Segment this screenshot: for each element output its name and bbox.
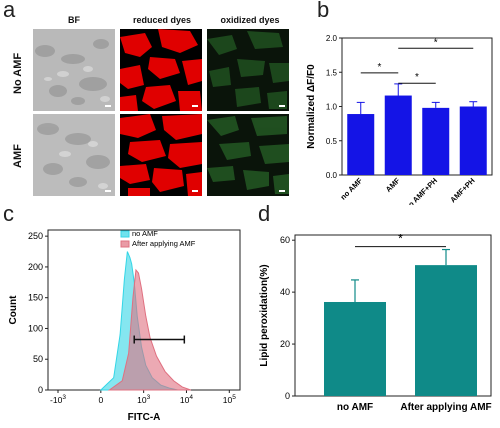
legend-label: no AMF bbox=[132, 229, 158, 238]
y-tick-label: 100 bbox=[28, 323, 43, 333]
legend-label: After applying AMF bbox=[132, 239, 196, 248]
x-tick-label: 105 bbox=[223, 394, 236, 405]
y-axis-label: Normalized ΔF/F0 bbox=[306, 64, 317, 149]
panel-a-label: a bbox=[3, 0, 16, 22]
image-reduced-no-amf bbox=[120, 29, 202, 111]
image-bf-amf bbox=[33, 114, 115, 196]
image-bf-no-amf bbox=[33, 29, 115, 111]
significance-star: * bbox=[398, 232, 403, 246]
x-tick-label: AMF+PH bbox=[448, 176, 476, 204]
bar bbox=[384, 95, 412, 175]
bar bbox=[324, 301, 386, 396]
y-tick-label: 1.5 bbox=[326, 68, 338, 77]
bar bbox=[459, 106, 487, 175]
x-tick-label: 0 bbox=[98, 395, 103, 405]
significance-star: * bbox=[415, 72, 419, 83]
y-tick-label: 0 bbox=[285, 391, 290, 401]
significance-star: * bbox=[434, 37, 438, 48]
image-oxidized-no-amf bbox=[207, 29, 289, 111]
panel-b-label: b bbox=[317, 0, 330, 22]
legend-swatch bbox=[120, 230, 130, 238]
panel-d-label: d bbox=[258, 201, 271, 226]
x-tick-label: -103 bbox=[50, 394, 66, 405]
x-tick-label: After applying AMF bbox=[400, 402, 491, 413]
x-tick-label: no AMF+PH bbox=[403, 176, 439, 205]
plot-frame bbox=[294, 234, 492, 397]
x-tick-label: 104 bbox=[180, 394, 193, 405]
bar bbox=[422, 107, 450, 175]
x-axis-label: FITC-A bbox=[128, 412, 161, 423]
chart-d: 0 20 40 60 no AMF After applying AMF * Lipid pe… bbox=[259, 232, 492, 413]
column-header-reduced: reduced dyes bbox=[132, 15, 192, 25]
y-tick-label: 0.5 bbox=[326, 137, 338, 146]
row-header-amf: AMF bbox=[12, 144, 24, 168]
y-tick-label: 0 bbox=[38, 385, 43, 395]
bar bbox=[415, 265, 477, 396]
y-tick-label: 2.0 bbox=[326, 34, 338, 43]
bar bbox=[347, 114, 375, 175]
chart-b: 0.0 0.5 1.0 1.5 2.0 no AMF AMF no AMF+PH AMF+PH N… bbox=[306, 34, 493, 205]
x-tick-label: no AMF bbox=[339, 176, 365, 202]
y-axis-label: Lipid peroxidation(%) bbox=[259, 264, 270, 366]
y-tick-label: 50 bbox=[33, 354, 43, 364]
y-axis-label: Count bbox=[8, 295, 19, 325]
y-tick-label: 40 bbox=[280, 287, 290, 297]
series-area-after-amf bbox=[107, 268, 191, 391]
y-tick-label: 150 bbox=[28, 293, 43, 303]
column-header-oxidized: oxidized dyes bbox=[220, 15, 280, 25]
y-tick-label: 60 bbox=[280, 235, 290, 245]
y-tick-label: 250 bbox=[28, 231, 43, 241]
y-tick-label: 0.0 bbox=[326, 171, 338, 180]
column-header-bf: BF bbox=[68, 15, 80, 25]
y-tick-label: 20 bbox=[280, 339, 290, 349]
x-tick-label: 103 bbox=[137, 394, 150, 405]
significance-star: * bbox=[378, 62, 382, 73]
chart-c: 0 50 100 150 200 250 -103 0 103 104 105 no AMFAfter… bbox=[8, 229, 241, 423]
y-tick-label: 200 bbox=[28, 262, 43, 272]
legend-swatch bbox=[120, 240, 130, 248]
x-tick-label: AMF bbox=[384, 176, 402, 194]
image-reduced-amf bbox=[120, 114, 202, 196]
panel-c-label: c bbox=[3, 201, 14, 226]
y-tick-label: 1.0 bbox=[326, 103, 338, 112]
image-oxidized-amf bbox=[207, 114, 289, 196]
x-tick-label: no AMF bbox=[337, 402, 373, 413]
row-header-no-amf: No AMF bbox=[12, 52, 24, 94]
